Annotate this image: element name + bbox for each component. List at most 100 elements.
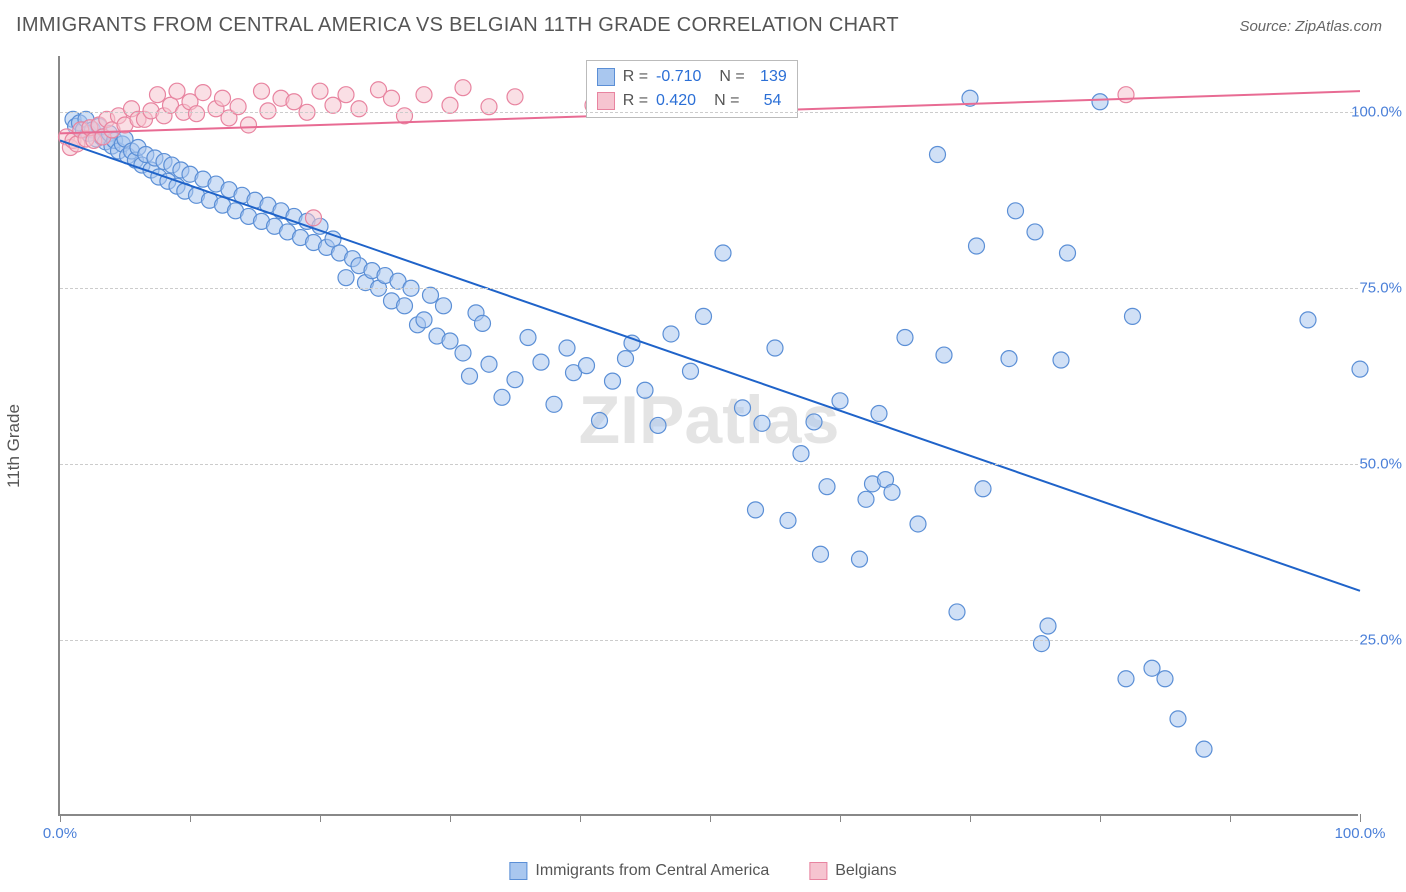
scatter-point bbox=[936, 347, 952, 363]
scatter-point bbox=[780, 512, 796, 528]
correlation-stats-box: R = -0.710N = 139R = 0.420 N = 54 bbox=[586, 60, 798, 118]
gridline-horizontal bbox=[60, 640, 1358, 641]
legend-label: Belgians bbox=[835, 862, 896, 880]
scatter-point bbox=[930, 147, 946, 163]
scatter-point bbox=[325, 97, 341, 113]
scatter-point bbox=[507, 89, 523, 105]
scatter-point bbox=[1144, 660, 1160, 676]
scatter-point bbox=[748, 502, 764, 518]
legend-swatch bbox=[597, 68, 615, 86]
trend-line bbox=[60, 140, 1360, 590]
scatter-plot-area: ZIPatlas R = -0.710N = 139R = 0.420N = 5… bbox=[58, 56, 1358, 816]
scatter-point bbox=[1001, 351, 1017, 367]
scatter-point bbox=[351, 101, 367, 117]
x-tick bbox=[190, 814, 191, 822]
x-tick bbox=[580, 814, 581, 822]
scatter-point bbox=[286, 94, 302, 110]
x-tick bbox=[1360, 814, 1361, 822]
legend-swatch bbox=[809, 862, 827, 880]
scatter-point bbox=[195, 85, 211, 101]
scatter-point bbox=[533, 354, 549, 370]
scatter-point bbox=[1118, 671, 1134, 687]
x-tick bbox=[840, 814, 841, 822]
y-tick-label: 25.0% bbox=[1342, 632, 1402, 649]
scatter-point bbox=[416, 87, 432, 103]
scatter-point bbox=[897, 329, 913, 345]
scatter-point bbox=[832, 393, 848, 409]
scatter-point bbox=[442, 97, 458, 113]
scatter-point bbox=[969, 238, 985, 254]
scatter-point bbox=[338, 270, 354, 286]
scatter-point bbox=[241, 117, 257, 133]
scatter-point bbox=[189, 106, 205, 122]
stats-row: R = 0.420 N = 54 bbox=[597, 89, 787, 113]
x-tick bbox=[1230, 814, 1231, 822]
x-tick bbox=[1100, 814, 1101, 822]
gridline-horizontal bbox=[60, 464, 1358, 465]
scatter-point bbox=[592, 413, 608, 429]
scatter-point bbox=[852, 551, 868, 567]
stat-r-value: 0.420 bbox=[656, 89, 696, 113]
scatter-point bbox=[150, 87, 166, 103]
y-tick-label: 50.0% bbox=[1342, 456, 1402, 473]
legend-item: Immigrants from Central America bbox=[509, 862, 769, 880]
y-axis-label: 11th Grade bbox=[4, 404, 24, 488]
scatter-point bbox=[1352, 361, 1368, 377]
scatter-point bbox=[481, 356, 497, 372]
scatter-point bbox=[1040, 618, 1056, 634]
legend-swatch bbox=[509, 862, 527, 880]
gridline-horizontal bbox=[60, 112, 1358, 113]
scatter-point bbox=[455, 345, 471, 361]
stat-n-value: 139 bbox=[753, 65, 787, 89]
scatter-point bbox=[767, 340, 783, 356]
scatter-point bbox=[546, 396, 562, 412]
stat-n-label: N = bbox=[714, 89, 739, 113]
scatter-point bbox=[579, 358, 595, 374]
scatter-point bbox=[507, 372, 523, 388]
scatter-point bbox=[696, 308, 712, 324]
scatter-point bbox=[683, 363, 699, 379]
y-tick-label: 75.0% bbox=[1342, 280, 1402, 297]
stat-r-label: R = bbox=[623, 89, 648, 113]
scatter-point bbox=[254, 83, 270, 99]
scatter-point bbox=[813, 546, 829, 562]
scatter-point bbox=[462, 368, 478, 384]
gridline-horizontal bbox=[60, 288, 1358, 289]
source-attribution: Source: ZipAtlas.com bbox=[1239, 18, 1382, 35]
scatter-svg bbox=[60, 56, 1358, 814]
scatter-point bbox=[884, 484, 900, 500]
legend-item: Belgians bbox=[809, 862, 896, 880]
scatter-point bbox=[871, 405, 887, 421]
scatter-point bbox=[423, 287, 439, 303]
scatter-point bbox=[475, 315, 491, 331]
scatter-point bbox=[494, 389, 510, 405]
scatter-point bbox=[715, 245, 731, 261]
scatter-point bbox=[1125, 308, 1141, 324]
bottom-legend: Immigrants from Central America Belgians bbox=[509, 862, 896, 880]
scatter-point bbox=[1060, 245, 1076, 261]
scatter-point bbox=[260, 103, 276, 119]
chart-title: IMMIGRANTS FROM CENTRAL AMERICA VS BELGI… bbox=[16, 14, 899, 37]
x-tick bbox=[970, 814, 971, 822]
x-tick-label: 100.0% bbox=[1335, 825, 1386, 842]
scatter-point bbox=[754, 415, 770, 431]
legend-label: Immigrants from Central America bbox=[535, 862, 769, 880]
scatter-point bbox=[1157, 671, 1173, 687]
scatter-point bbox=[650, 417, 666, 433]
scatter-point bbox=[1118, 87, 1134, 103]
scatter-point bbox=[949, 604, 965, 620]
stats-row: R = -0.710N = 139 bbox=[597, 65, 787, 89]
scatter-point bbox=[910, 516, 926, 532]
scatter-point bbox=[1300, 312, 1316, 328]
scatter-point bbox=[397, 298, 413, 314]
stat-n-value: 54 bbox=[747, 89, 781, 113]
x-tick bbox=[60, 814, 61, 822]
scatter-point bbox=[858, 491, 874, 507]
x-tick-label: 0.0% bbox=[43, 825, 77, 842]
scatter-point bbox=[384, 90, 400, 106]
scatter-point bbox=[442, 333, 458, 349]
scatter-point bbox=[436, 298, 452, 314]
scatter-point bbox=[416, 312, 432, 328]
y-tick-label: 100.0% bbox=[1342, 104, 1402, 121]
scatter-point bbox=[1008, 203, 1024, 219]
